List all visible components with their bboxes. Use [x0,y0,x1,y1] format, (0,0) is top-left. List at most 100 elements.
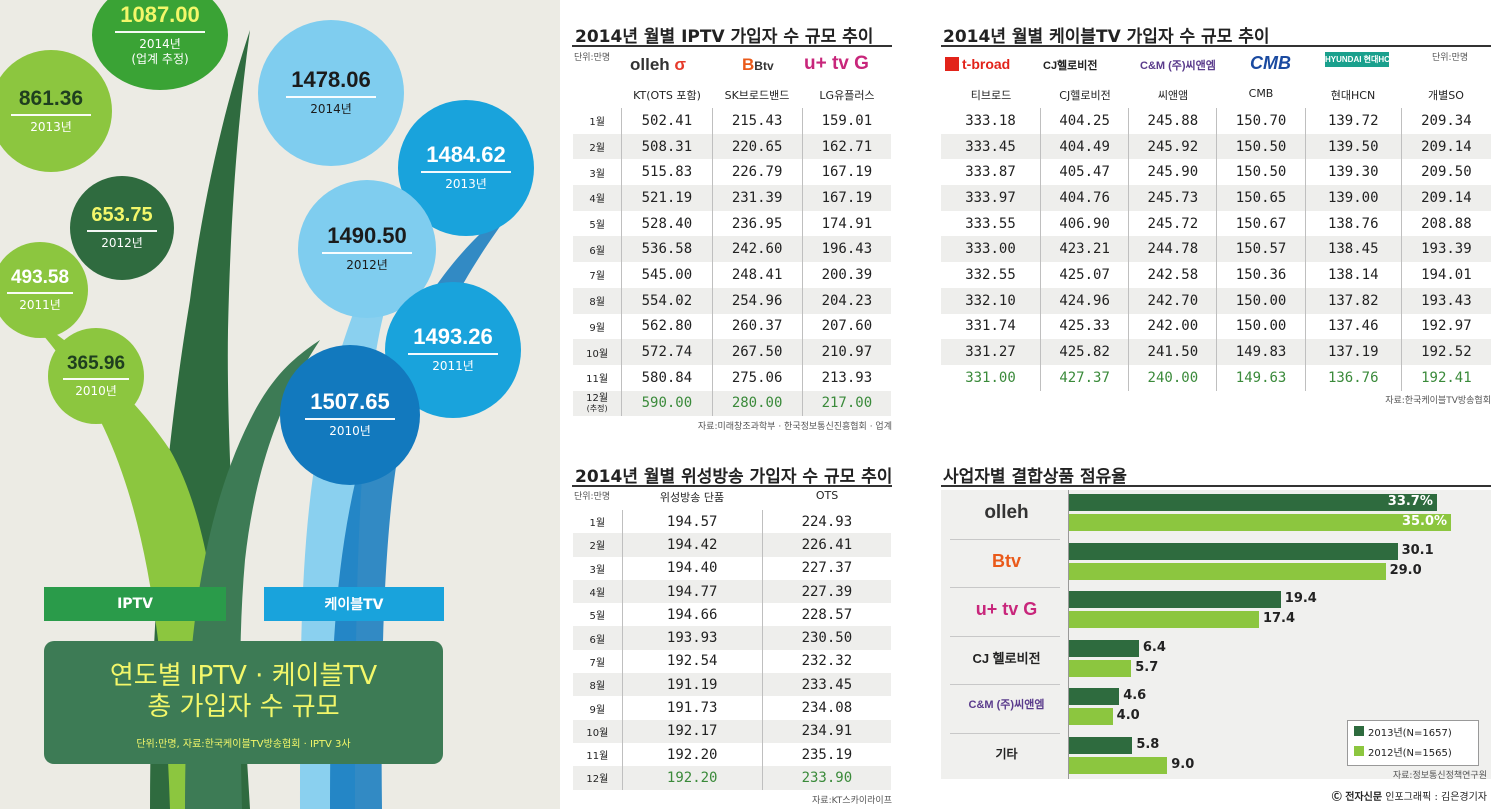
value-cell: 245.92 [1128,133,1217,160]
table-row: 332.55 425.07 242.58 150.36 138.14 194.01 [941,262,1491,288]
value-cell: 508.31 [621,133,712,160]
bar-value-label: 9.0 [1171,756,1195,772]
chart-axis [1068,490,1069,779]
value-cell: 210.97 [801,339,891,365]
bar-value-label: 5.7 [1135,659,1159,675]
value-cell: 139.72 [1304,108,1402,134]
table-row: 331.00 427.37 240.00 149.63 136.76 192.41 [941,364,1491,391]
table-row: 10월 192.17 234.91 [573,719,891,743]
iptv-circle-year: 2011년 [19,297,61,312]
bar-2013 [1069,688,1120,705]
cable-col-header: 티브로드 [970,89,1012,102]
cable-unit: 단위:만명 [1432,53,1469,63]
bundle-chart-legend: 2013년(N=1657) 2012년(N=1565) [1347,720,1479,766]
value-cell: 213.93 [801,364,891,391]
month-cell: 10월 [573,339,622,365]
category-label: u+ tv G [975,599,1038,619]
cable-table-title: 2014년 월별 케이블TV 가입자 수 규모 추이 [943,27,1270,47]
table-row: 7월 545.00 248.41 200.39 [573,262,891,288]
value-cell: 331.00 [941,364,1041,391]
month-cell: 3월 [573,556,623,580]
month-cell: 4월 [573,579,623,604]
bar-value-label: 30.1 [1401,542,1434,558]
cable-col-header: 현대HCN [1330,89,1376,102]
table-row: 5월 194.66 228.57 [573,603,891,627]
value-cell: 515.83 [621,159,712,186]
value-cell: 528.40 [621,210,712,237]
bar-value-label: 5.8 [1136,736,1160,752]
value-cell: 227.37 [761,556,891,580]
iptv-circle-year: 2013년 [30,119,72,134]
value-cell: 245.73 [1128,185,1217,211]
value-cell: 245.90 [1128,159,1217,186]
value-cell: 245.72 [1128,210,1217,237]
bar-value-label: 4.0 [1116,708,1140,723]
iptv-source: 자료:미래창조과학부 · 한국정보통신진흥협회 · 업계 [697,422,892,432]
category-divider [950,684,1060,685]
value-cell: 139.50 [1304,133,1402,160]
category-label: C&M (주)씨앤엠 [968,699,1045,711]
value-cell: 193.93 [621,626,763,650]
value-cell: 424.96 [1039,287,1129,314]
bundle-chart-title: 사업자별 결합상품 점유율 [943,467,1127,487]
value-cell: 217.00 [801,390,891,417]
legend-item-2012: 2012년(N=1565) [1348,741,1478,761]
iptv-unit: 단위:만명 [574,53,611,63]
table-row: 333.87 405.47 245.90 150.50 139.30 209.50 [941,159,1491,186]
value-cell: 333.97 [941,185,1041,211]
value-cell: 260.37 [711,313,803,340]
table-row: 2월 508.31 220.65 162.71 [573,133,891,160]
value-cell: 136.76 [1304,364,1402,391]
table-row: 333.00 423.21 244.78 150.57 138.45 193.39 [941,236,1491,263]
iptv-circle-year: 2014년 [139,36,181,51]
value-cell: 150.57 [1216,236,1306,263]
table-row: 8월 191.19 233.45 [573,673,891,697]
cable-circle-year: 2011년 [432,359,474,373]
iptv-circle-value: 493.58 [10,266,70,288]
table-row: 333.45 404.49 245.92 150.50 139.50 209.14 [941,133,1491,160]
value-cell: 233.45 [761,673,891,697]
table-row: 1월 194.57 224.93 [573,510,891,534]
value-cell: 194.40 [621,556,763,580]
infographic-title-box: 연도별 IPTV · 케이블TV 총 가입자 수 규모 단위:만명, 자료:한국… [44,641,443,764]
value-cell: 194.42 [621,533,763,557]
value-cell: 333.45 [941,133,1041,160]
value-cell: 192.17 [621,719,763,743]
value-cell: 215.43 [711,108,803,134]
value-cell: 242.58 [1128,262,1217,288]
month-cell: 6월 [573,626,623,650]
satellite-unit: 단위:만명 [574,492,611,502]
value-cell: 404.25 [1039,108,1129,134]
month-cell: 9월 [573,313,622,340]
iptv-label-bar: IPTV [44,587,226,621]
value-cell: 231.39 [711,185,803,211]
value-cell: 138.45 [1304,236,1402,263]
satellite-table-title: 2014년 월별 위성방송 가입자 수 규모 추이 [575,467,893,487]
value-cell: 194.66 [621,603,763,627]
value-cell: 191.73 [621,696,763,720]
month-cell: 5월 [573,210,622,237]
table-row: 331.27 425.82 241.50 149.83 137.19 192.52 [941,339,1491,365]
value-cell: 193.39 [1400,236,1491,263]
table-row: 5월 528.40 236.95 174.91 [573,210,891,237]
table-row: 1월 502.41 215.43 159.01 [573,108,891,134]
olleh-logo: olleh σ [630,55,687,74]
bar-2013 [1069,494,1437,511]
value-cell: 521.19 [621,185,712,211]
bar-2013 [1069,542,1398,560]
value-cell: 209.50 [1400,159,1491,186]
btv-logo: BBtv [742,55,774,74]
value-cell: 333.00 [941,236,1041,263]
value-cell: 332.55 [941,262,1041,288]
cable-circle-year: 2012년 [346,258,388,272]
value-cell: 227.39 [761,579,891,604]
value-cell: 267.50 [711,339,803,365]
value-cell: 230.50 [761,626,891,650]
value-cell: 150.00 [1216,287,1306,314]
bar-value-label: 33.7% [1387,494,1433,509]
table-row: 10월 572.74 267.50 210.97 [573,339,891,365]
value-cell: 590.00 [621,390,712,417]
value-cell: 228.57 [761,603,891,627]
tree-infographic: 1087.00 2014년 (업계 추정) 861.36 2013년 653.7… [0,0,560,809]
value-cell: 167.19 [801,185,891,211]
